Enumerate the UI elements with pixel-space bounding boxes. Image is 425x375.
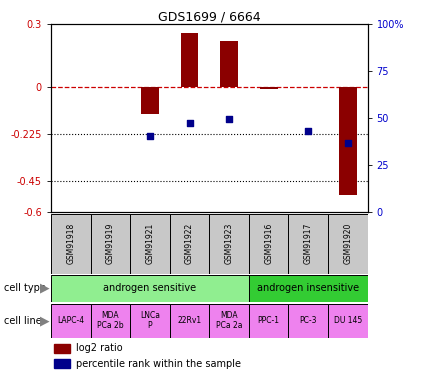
Bar (91, 214, 130, 274)
Bar (181, 33, 198, 87)
Bar (54, 344, 70, 352)
Bar (51, 214, 91, 274)
Text: androgen insensitive: androgen insensitive (257, 284, 359, 293)
Text: GSM91916: GSM91916 (264, 223, 273, 264)
Bar (289, 214, 328, 274)
Bar (339, 87, 357, 195)
Text: GSM91922: GSM91922 (185, 223, 194, 264)
Text: MDA
PCa 2b: MDA PCa 2b (97, 311, 124, 330)
Text: GSM91917: GSM91917 (304, 223, 313, 264)
Bar (170, 304, 209, 338)
Text: PC-3: PC-3 (300, 316, 317, 325)
Bar (91, 304, 130, 338)
Point (305, 128, 312, 134)
Text: LAPC-4: LAPC-4 (57, 316, 84, 325)
Text: DU 145: DU 145 (334, 316, 362, 325)
Bar (54, 359, 70, 368)
Bar (260, 87, 278, 89)
Text: ▶: ▶ (40, 314, 49, 327)
Bar (209, 214, 249, 274)
Text: GSM91921: GSM91921 (145, 223, 154, 264)
Bar (51, 275, 249, 302)
Bar (249, 304, 289, 338)
Text: cell type: cell type (4, 284, 46, 293)
Bar (249, 275, 368, 302)
Text: percentile rank within the sample: percentile rank within the sample (76, 359, 241, 369)
Text: GSM91919: GSM91919 (106, 223, 115, 264)
Point (147, 133, 153, 139)
Point (186, 120, 193, 126)
Title: GDS1699 / 6664: GDS1699 / 6664 (158, 10, 261, 23)
Bar (209, 304, 249, 338)
Point (226, 116, 232, 122)
Point (344, 140, 351, 146)
Bar (289, 304, 328, 338)
Text: cell line: cell line (4, 316, 42, 326)
Text: ▶: ▶ (40, 282, 49, 295)
Bar (141, 87, 159, 114)
Bar (249, 214, 289, 274)
Text: PPC-1: PPC-1 (258, 316, 280, 325)
Bar (51, 304, 91, 338)
Bar (220, 41, 238, 87)
Bar (130, 214, 170, 274)
Text: GSM91920: GSM91920 (343, 223, 352, 264)
Text: MDA
PCa 2a: MDA PCa 2a (216, 311, 242, 330)
Bar (130, 304, 170, 338)
Bar (328, 304, 368, 338)
Text: log2 ratio: log2 ratio (76, 343, 123, 353)
Bar (328, 214, 368, 274)
Text: GSM91918: GSM91918 (66, 223, 75, 264)
Text: LNCa
P: LNCa P (140, 311, 160, 330)
Bar (170, 214, 209, 274)
Text: 22Rv1: 22Rv1 (178, 316, 201, 325)
Text: androgen sensitive: androgen sensitive (103, 284, 196, 293)
Text: GSM91923: GSM91923 (224, 223, 234, 264)
